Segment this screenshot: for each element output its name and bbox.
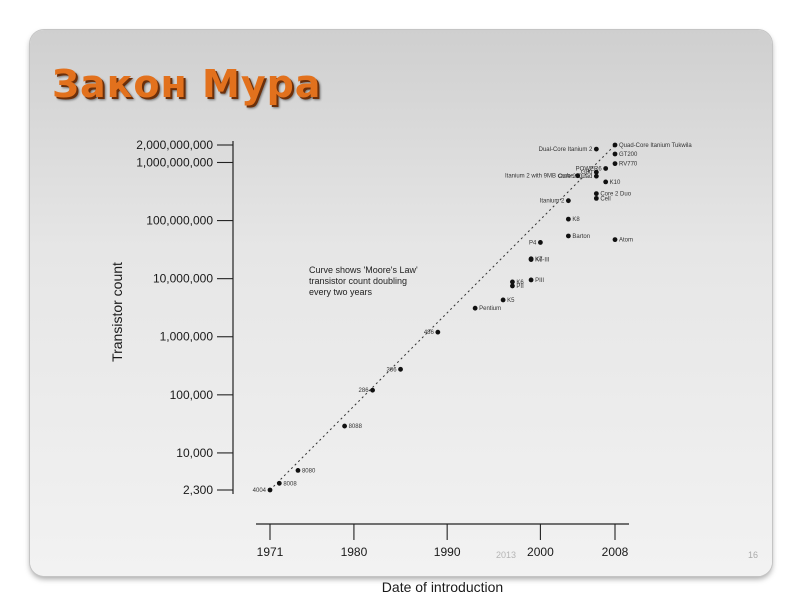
data-point-label: 286 xyxy=(359,388,370,394)
data-point xyxy=(565,198,571,204)
watermark: 2013 xyxy=(496,550,517,560)
data-point xyxy=(593,169,599,175)
data-point-label: K6 xyxy=(516,280,524,286)
data-point-label: Quad-Core Itanium Tukwila xyxy=(619,143,692,149)
data-point xyxy=(565,216,571,222)
y-tick-label: 2,000,000,000 xyxy=(136,138,213,152)
data-point-label: 8008 xyxy=(283,481,297,487)
data-point xyxy=(603,166,609,171)
data-point xyxy=(510,283,515,289)
data-point xyxy=(295,468,301,473)
data-point xyxy=(612,161,618,167)
page-number: 16 xyxy=(748,550,759,560)
data-point xyxy=(565,233,571,239)
data-point xyxy=(435,329,441,335)
data-point xyxy=(267,487,273,493)
data-point-label: RV770 xyxy=(619,162,638,168)
data-point-label: Core 2 Quad xyxy=(558,174,592,180)
slide-background xyxy=(30,30,772,576)
y-tick-label: 10,000,000 xyxy=(153,272,213,286)
data-point-label: Itanium 2 with 9MB cache xyxy=(505,174,574,180)
data-point xyxy=(472,305,478,311)
data-point xyxy=(528,277,534,283)
data-point xyxy=(370,387,375,393)
y-tick-label: 100,000 xyxy=(170,388,214,402)
y-tick-label: 100,000,000 xyxy=(146,214,213,228)
data-point-label: Cell xyxy=(600,196,610,202)
data-point-label: K7 xyxy=(535,257,543,263)
data-point xyxy=(593,191,599,197)
data-point-label: Itanium 2 xyxy=(540,199,565,205)
data-point-label: GT200 xyxy=(619,152,638,158)
data-point xyxy=(510,279,515,285)
data-point-label: Barton xyxy=(572,234,590,240)
data-point xyxy=(612,142,618,148)
data-point xyxy=(528,256,534,262)
x-tick-label: 1980 xyxy=(341,545,368,559)
data-point-label: PII xyxy=(516,284,524,290)
y-tick-label: 2,300 xyxy=(183,483,213,497)
data-point xyxy=(593,195,599,201)
y-tick-label: 1,000,000,000 xyxy=(136,155,213,169)
y-axis-title: Transistor count xyxy=(109,262,125,362)
data-point-label: K5 xyxy=(507,298,515,304)
data-point xyxy=(342,423,347,429)
x-axis-title: Date of introduction xyxy=(382,579,503,595)
data-point xyxy=(398,366,403,372)
annotation-line: every two years xyxy=(309,287,373,297)
data-point-label: 8080 xyxy=(302,468,316,474)
data-point-label: K6-III xyxy=(535,258,550,264)
data-point-label: K8 xyxy=(572,217,580,223)
annotation-line: transistor count doubling xyxy=(309,276,407,286)
y-tick-label: 10,000 xyxy=(176,446,213,460)
data-point-label: PIII xyxy=(535,278,544,284)
data-point xyxy=(603,179,609,185)
data-point-label: 4004 xyxy=(253,488,267,494)
x-tick-label: 1990 xyxy=(434,545,461,559)
x-tick-label: 1971 xyxy=(257,545,284,559)
data-point-label: P4 xyxy=(529,240,537,246)
data-point xyxy=(538,240,543,245)
x-tick-label: 2000 xyxy=(527,545,554,559)
data-point-label: G80 xyxy=(581,170,593,176)
x-tick-label: 2008 xyxy=(602,545,629,559)
data-point-label: 8088 xyxy=(349,424,363,430)
data-point xyxy=(612,151,618,157)
data-point-label: Dual-Core Itanium 2 xyxy=(539,147,593,153)
data-point xyxy=(500,297,506,303)
data-point-label: Atom xyxy=(619,238,633,244)
data-point-label: POWER6 xyxy=(576,166,603,172)
slide-title: Закон Мура xyxy=(52,62,322,106)
data-point-label: 386 xyxy=(387,367,398,373)
data-point-label: Core 2 Duo xyxy=(600,192,631,198)
y-tick-label: 1,000,000 xyxy=(160,330,214,344)
data-point xyxy=(593,146,599,152)
data-point xyxy=(575,173,581,179)
data-point xyxy=(593,173,599,179)
data-point-label: K10 xyxy=(610,180,621,186)
annotation-line: Curve shows 'Moore's Law' xyxy=(309,265,418,275)
data-point-label: 486 xyxy=(424,330,435,336)
data-point-label: Pentium xyxy=(479,306,501,312)
data-point xyxy=(612,237,618,243)
data-point xyxy=(276,480,282,486)
trend-line xyxy=(269,144,616,491)
